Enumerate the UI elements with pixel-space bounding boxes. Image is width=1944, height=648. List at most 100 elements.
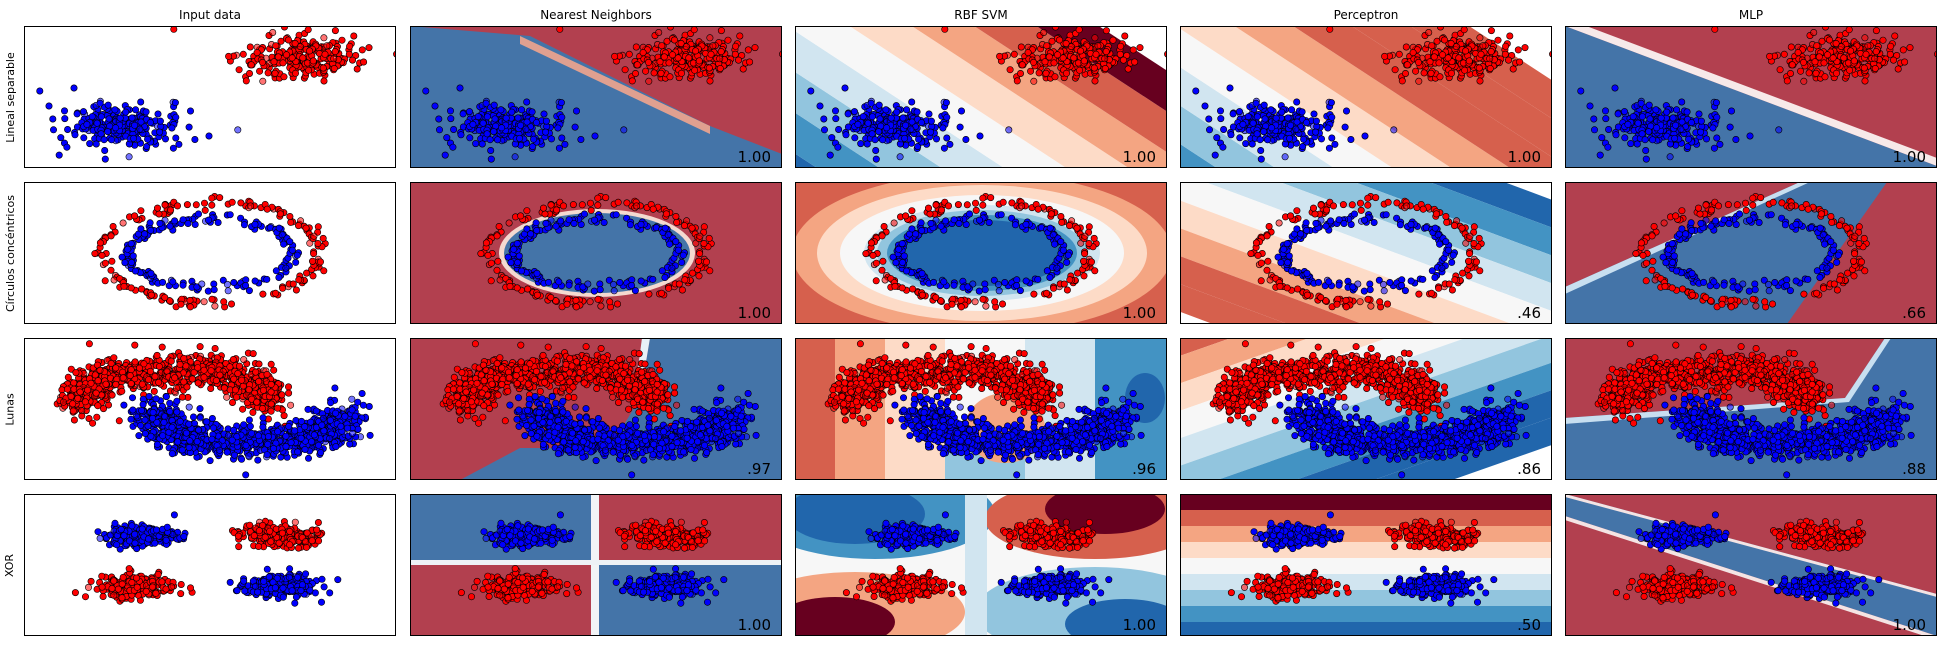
data-point-blue	[1292, 125, 1300, 133]
data-point-red	[320, 34, 328, 42]
plot-area	[411, 27, 781, 167]
data-point-red	[1395, 50, 1403, 58]
data-point-red	[1800, 290, 1808, 298]
data-point-red	[1415, 58, 1423, 66]
data-point-red	[310, 232, 318, 240]
data-point-red	[1437, 27, 1444, 31]
data-point-red	[1642, 277, 1650, 285]
data-point-blue	[251, 220, 259, 228]
data-point-red	[1059, 54, 1067, 62]
accuracy-score: .66	[1902, 304, 1926, 322]
data-point-red	[1018, 61, 1026, 69]
data-point-red	[1502, 42, 1510, 50]
data-point-blue	[1252, 99, 1260, 107]
data-point-blue	[1034, 275, 1042, 283]
data-point-red	[229, 355, 237, 363]
data-point-red	[1081, 250, 1089, 258]
data-point-red	[1872, 48, 1880, 56]
data-point-red	[578, 201, 586, 209]
data-point-blue	[223, 280, 231, 288]
data-point-blue	[523, 225, 531, 233]
data-point-red	[685, 54, 693, 62]
data-point-red	[1487, 27, 1495, 35]
data-point-red	[150, 387, 158, 395]
data-point-blue	[1771, 279, 1779, 287]
data-point-red	[1129, 46, 1137, 54]
data-point-blue	[278, 231, 286, 239]
data-point-red	[1828, 218, 1836, 226]
data-point-blue	[1205, 115, 1213, 123]
data-point-red	[1027, 67, 1035, 75]
data-point-red	[662, 210, 670, 218]
data-point-red	[85, 340, 93, 348]
data-point-red	[1435, 59, 1443, 67]
plot-panel: 1.00	[795, 26, 1167, 168]
data-point-red	[1384, 198, 1392, 206]
data-point-red	[178, 393, 186, 401]
data-point-red	[1639, 251, 1647, 259]
data-point-red	[346, 42, 354, 50]
row-label-text: Lineal separable	[3, 51, 17, 143]
data-point-blue	[234, 126, 242, 134]
data-point-blue	[864, 119, 872, 127]
data-point-blue	[1709, 124, 1717, 132]
data-point-red	[186, 303, 194, 311]
data-point-red	[1494, 36, 1502, 44]
data-point-red	[320, 77, 328, 85]
data-point-red	[1364, 295, 1372, 303]
data-point-blue	[1328, 113, 1336, 121]
data-point-red	[732, 42, 740, 50]
data-point-red	[1247, 250, 1255, 258]
data-point-blue	[962, 136, 970, 144]
data-point-red	[681, 276, 689, 284]
data-point-blue	[263, 275, 271, 283]
plot-panel	[24, 182, 396, 324]
data-point-red	[1741, 298, 1749, 306]
data-point-red	[1823, 51, 1831, 59]
data-point-blue	[1649, 136, 1657, 144]
data-point-blue	[472, 140, 480, 148]
data-point-blue	[490, 128, 498, 136]
data-point-red	[270, 366, 278, 374]
data-point-blue	[172, 134, 180, 142]
data-point-red	[1695, 204, 1703, 212]
data-point-blue	[1792, 220, 1800, 228]
data-point-red	[594, 194, 602, 202]
column-title: RBF SVM	[954, 8, 1008, 22]
data-point-blue	[1288, 106, 1296, 114]
data-point-blue	[899, 259, 907, 267]
data-point-red	[879, 257, 887, 265]
data-point-red	[971, 298, 979, 306]
plot-panel: 1.00	[410, 26, 782, 168]
data-point-red	[632, 69, 640, 77]
data-point-red	[751, 44, 759, 52]
data-point-red	[918, 291, 926, 299]
data-point-red	[1065, 222, 1073, 230]
data-point-red	[878, 266, 886, 274]
data-point-red	[696, 250, 704, 258]
data-point-red	[1871, 64, 1879, 72]
data-point-red	[658, 289, 666, 297]
data-point-red	[1018, 202, 1026, 210]
data-point-blue	[1347, 136, 1355, 144]
data-point-blue	[918, 119, 926, 127]
data-point-blue	[465, 108, 473, 116]
data-point-red	[1326, 27, 1334, 33]
data-point-blue	[49, 115, 57, 123]
data-point-red	[1742, 199, 1750, 207]
data-point-red	[1702, 294, 1710, 302]
data-point-red	[1707, 297, 1715, 305]
data-point-blue	[1684, 143, 1692, 151]
data-point-blue	[1645, 128, 1653, 136]
data-point-red	[1711, 27, 1719, 33]
data-point-blue	[1688, 226, 1696, 234]
data-point-red	[267, 360, 275, 368]
data-point-red	[155, 210, 163, 218]
data-point-blue	[293, 251, 301, 259]
data-point-blue	[605, 276, 613, 284]
data-point-red	[1447, 69, 1455, 77]
data-point-blue	[1341, 123, 1349, 131]
data-point-red	[321, 50, 329, 58]
plot-panel: 1.00	[1180, 26, 1552, 168]
plot-panel: 1.00	[410, 182, 782, 324]
